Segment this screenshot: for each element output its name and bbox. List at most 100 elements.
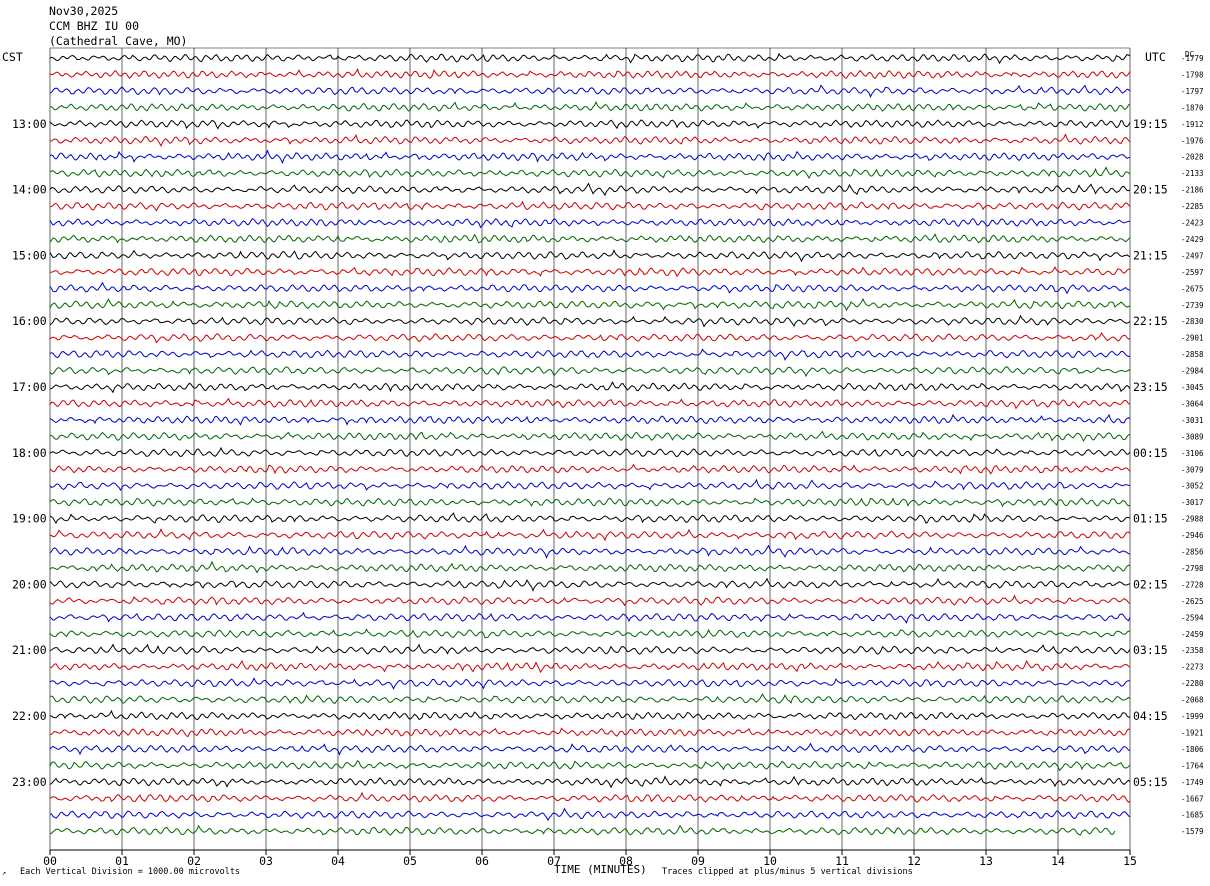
trace-row (49, 512, 1131, 525)
trace-row (49, 52, 1131, 65)
dc-offset-label: -1870 (1181, 103, 1204, 112)
x-tick-label: 02 (187, 854, 201, 868)
trace-row (49, 233, 1131, 244)
trace-row (49, 266, 1131, 278)
station-code: CCM BHZ IU 00 (49, 19, 140, 33)
dc-offset-label: -2497 (1181, 251, 1204, 260)
utc-hour-label: 22:15 (1133, 314, 1168, 328)
dc-offset-label: -3017 (1181, 498, 1204, 507)
station-location: (Cathedral Cave, MO) (49, 34, 188, 48)
cst-hour-label: 22:00 (12, 709, 47, 723)
trace-row (49, 348, 1131, 361)
trace-row (49, 544, 1131, 559)
dc-offset-label: -3064 (1181, 399, 1204, 408)
dc-offset-label: -1764 (1181, 761, 1204, 770)
cst-hour-label: 14:00 (12, 183, 47, 197)
x-tick-label: 11 (835, 854, 849, 868)
cst-hour-label: 18:00 (12, 446, 47, 460)
dc-offset-label: -1798 (1181, 70, 1204, 79)
utc-hour-label: 02:15 (1133, 577, 1168, 591)
dc-offset-label: -1999 (1181, 712, 1204, 721)
trace-row (49, 366, 1131, 378)
trace-row (49, 742, 1131, 756)
dc-offset-label: -2285 (1181, 202, 1204, 211)
cst-hour-label: 23:00 (12, 775, 47, 789)
trace-row (49, 381, 1131, 394)
trace-row (49, 807, 1131, 822)
cst-hour-label: 15:00 (12, 248, 47, 262)
dc-offset-label: -1797 (1181, 87, 1204, 96)
trace-row (49, 478, 1130, 492)
utc-hour-label: 00:15 (1133, 446, 1168, 460)
utc-hour-label: 19:15 (1133, 117, 1168, 131)
trace-row (49, 446, 1131, 458)
trace-row (49, 497, 1131, 508)
utc-hour-label: 23:15 (1133, 380, 1168, 394)
dc-offset-label: -2798 (1181, 564, 1204, 573)
cst-hour-label: 16:00 (12, 314, 47, 328)
x-axis-title: TIME (MINUTES) (554, 863, 647, 876)
dc-offset-label: -1921 (1181, 728, 1204, 737)
helicorder-date: Nov30,2025 (49, 4, 119, 18)
x-tick-label: 03 (259, 854, 273, 868)
dc-offset-label: -3089 (1181, 432, 1204, 441)
cst-hour-label: 21:00 (12, 643, 47, 657)
utc-hour-label: 21:15 (1133, 248, 1168, 262)
dc-offset-label: -3052 (1181, 482, 1204, 491)
trace-row (49, 759, 1131, 772)
dc-offset-label: -1685 (1181, 811, 1204, 820)
dc-offset-label: -2594 (1181, 613, 1204, 622)
trace-row (49, 560, 1131, 574)
trace-row (49, 577, 1131, 592)
dc-offset-label: -2858 (1181, 350, 1204, 359)
x-tick-label: 08 (619, 854, 633, 868)
dc-offset-label: -1779 (1181, 54, 1204, 63)
dc-offset-label: -1806 (1181, 745, 1204, 754)
trace-row (49, 463, 1131, 475)
trace-row (49, 397, 1131, 410)
dc-offset-label: -2273 (1181, 663, 1204, 672)
dc-offset-label: -3031 (1181, 416, 1204, 425)
trace-row (49, 133, 1131, 148)
dc-offset-label: -3045 (1181, 383, 1204, 392)
trace-row (49, 528, 1131, 542)
trace-row (49, 628, 1131, 639)
dc-offset-label: -2423 (1181, 219, 1204, 228)
cst-hour-label: 17:00 (12, 380, 47, 394)
x-tick-label: 10 (763, 854, 777, 868)
dc-offset-label: -2988 (1181, 515, 1204, 524)
x-tick-label: 05 (403, 854, 417, 868)
trace-row (49, 643, 1131, 655)
trace-row (49, 332, 1131, 344)
utc-hour-label: 05:15 (1133, 775, 1168, 789)
utc-hour-label: 04:15 (1133, 709, 1168, 723)
trace-rows (49, 52, 1131, 836)
trace-row (49, 709, 1131, 721)
x-tick-label: 14 (1051, 854, 1065, 868)
trace-row (49, 218, 1131, 229)
trace-row (49, 68, 1131, 80)
dc-offset-label: -2028 (1181, 153, 1204, 162)
clip-note: Traces clipped at plus/minus 5 vertical … (662, 867, 913, 877)
utc-hour-label: 03:15 (1133, 643, 1168, 657)
trace-row (49, 677, 1131, 690)
cst-hour-label: 13:00 (12, 117, 47, 131)
dc-offset-label: -2830 (1181, 317, 1204, 326)
dc-offset-label: -2739 (1181, 301, 1204, 310)
trace-row (49, 298, 1131, 312)
dc-offset-label: -2459 (1181, 630, 1204, 639)
x-tick-label: 07 (547, 854, 561, 868)
dc-offset-label: -2280 (1181, 679, 1204, 688)
trace-row (49, 166, 1131, 179)
dc-offset-label: -2675 (1181, 284, 1204, 293)
dc-offset-label: -3079 (1181, 465, 1204, 474)
trace-row (49, 182, 1131, 197)
x-tick-label: 13 (979, 854, 993, 868)
trace-row (49, 775, 1131, 789)
left-timezone-label: CST (2, 50, 23, 64)
trace-row (49, 611, 1131, 624)
x-tick-label: 15 (1123, 854, 1137, 868)
dc-offset-label: -1667 (1181, 794, 1204, 803)
trace-row (49, 314, 1131, 328)
dc-header: DC (1185, 50, 1194, 59)
